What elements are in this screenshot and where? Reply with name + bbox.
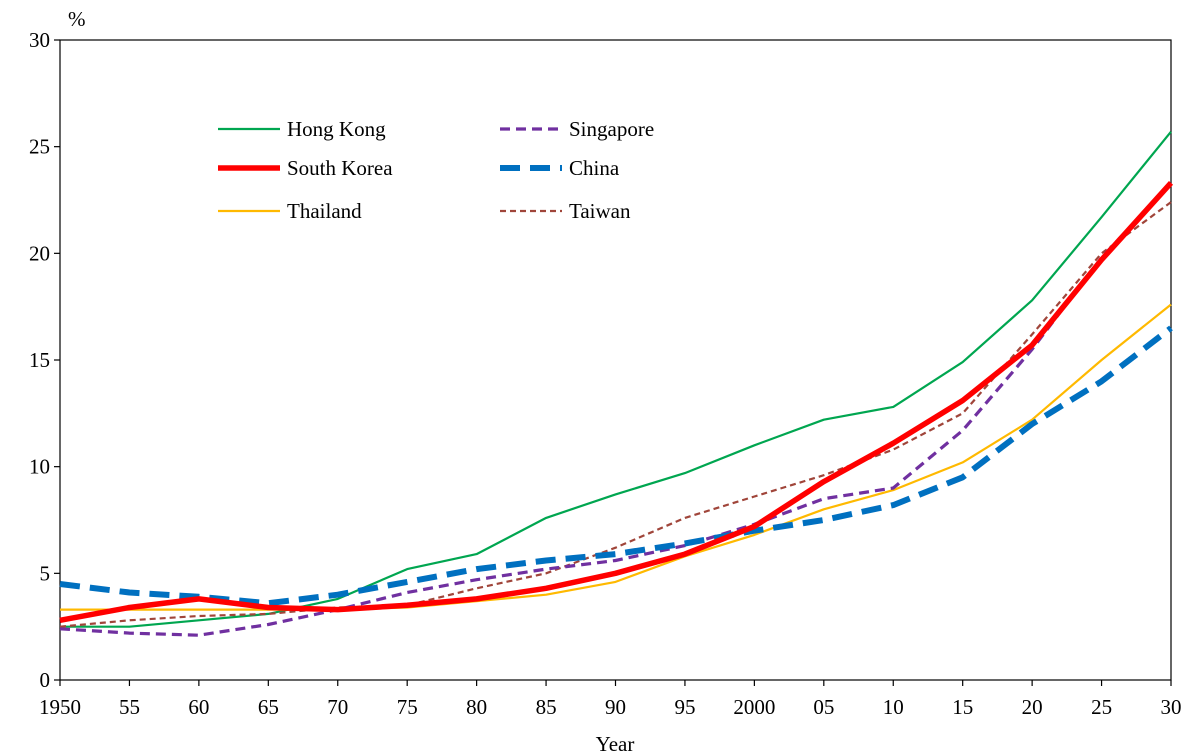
- series-line-singapore: [59, 181, 1173, 637]
- y-tick-label: 30: [29, 28, 50, 52]
- x-tick-label: 95: [674, 695, 695, 719]
- legend-label-china: China: [569, 156, 620, 180]
- legend-label-south-korea: South Korea: [287, 156, 393, 180]
- x-tick-label: 15: [952, 695, 973, 719]
- x-tick-label: 05: [813, 695, 834, 719]
- x-tick-label: 25: [1091, 695, 1112, 719]
- series-line-taiwan: [59, 201, 1172, 628]
- series-line-china: [59, 325, 1173, 607]
- x-tick-label: 1950: [39, 695, 81, 719]
- legend-label-thailand: Thailand: [287, 199, 362, 223]
- x-tick-label: 2000: [733, 695, 775, 719]
- legend-label-taiwan: Taiwan: [569, 199, 631, 223]
- legend-label-singapore: Singapore: [569, 117, 654, 141]
- y-tick-label: 25: [29, 135, 50, 159]
- y-tick-label: 0: [40, 668, 51, 692]
- x-axis: 1950 55 60 65 70 75 80 85 90 95 2000 05 10 15 20 25 30: [39, 680, 1182, 719]
- series-layer: [59, 131, 1174, 637]
- x-tick-label: 90: [605, 695, 626, 719]
- series-line-south-korea: [59, 181, 1174, 624]
- y-unit-label: %: [68, 7, 86, 31]
- y-axis: 0 5 10 15 20 25 30: [29, 28, 60, 692]
- legend: Hong Kong Singapore South Korea China Thaila…: [218, 117, 654, 223]
- x-tick-label: 10: [883, 695, 904, 719]
- x-tick-label: 85: [536, 695, 557, 719]
- y-tick-label: 15: [29, 348, 50, 372]
- x-tick-label: 80: [466, 695, 487, 719]
- x-axis-label: Year: [596, 732, 635, 755]
- legend-label-hong-kong: Hong Kong: [287, 117, 386, 141]
- x-tick-label: 75: [397, 695, 418, 719]
- x-tick-label: 60: [188, 695, 209, 719]
- x-tick-label: 20: [1022, 695, 1043, 719]
- series-line-hong-kong: [60, 131, 1172, 628]
- x-tick-label: 70: [327, 695, 348, 719]
- y-tick-label: 20: [29, 241, 50, 265]
- y-tick-label: 10: [29, 455, 50, 479]
- x-tick-label: 55: [119, 695, 140, 719]
- series-line-thailand: [60, 303, 1172, 611]
- x-tick-label: 65: [258, 695, 279, 719]
- x-tick-label: 30: [1161, 695, 1182, 719]
- y-tick-label: 5: [40, 561, 51, 585]
